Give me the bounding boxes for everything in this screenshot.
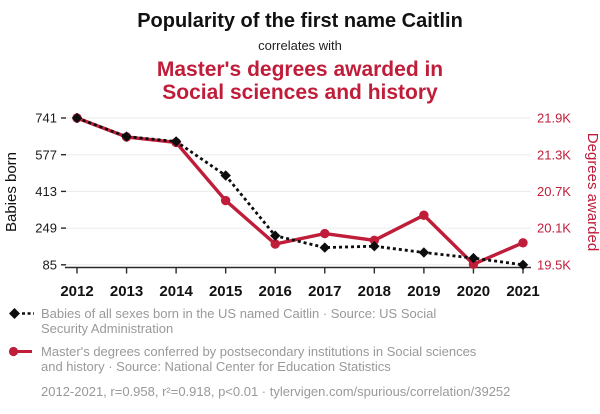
data-point-circle xyxy=(220,195,231,206)
right-axis-tick-label: 19.5K xyxy=(537,257,571,272)
data-point-diamond xyxy=(220,170,231,181)
legend-item-degrees: Master's degrees conferred by postsecond… xyxy=(8,344,594,374)
x-axis-tick-label: 2012 xyxy=(60,283,93,300)
x-axis-tick-label: 2019 xyxy=(407,283,440,300)
right-axis-title: Degrees awarded xyxy=(584,133,600,251)
data-point-circle xyxy=(320,228,330,239)
legend-item-label: Babies of all sexes born in the US named… xyxy=(41,306,437,336)
left-axis-tick-label: 85 xyxy=(43,257,57,272)
diamond-dashed-marker-icon xyxy=(9,308,34,319)
data-point-diamond xyxy=(468,252,479,264)
data-point-diamond xyxy=(71,112,83,124)
left-axis-tick-label: 249 xyxy=(35,221,57,236)
series-line xyxy=(76,116,524,267)
left-axis-tick-label: 413 xyxy=(35,184,57,199)
x-axis-tick-label: 2015 xyxy=(209,283,242,300)
data-point-diamond xyxy=(270,230,281,241)
x-axis-tick-label: 2021 xyxy=(506,283,539,300)
x-axis-tick-label: 2014 xyxy=(159,283,193,300)
data-point-diamond xyxy=(418,247,430,258)
legend-item-label: Master's degrees conferred by postsecond… xyxy=(41,344,477,374)
left-axis-tick-label: 577 xyxy=(35,147,57,162)
left-axis-tick-label: 741 xyxy=(35,111,57,126)
x-axis-tick-label: 2020 xyxy=(457,283,490,300)
data-point-diamond xyxy=(170,136,182,147)
chart-header: Popularity of the first name Caitlin cor… xyxy=(0,0,600,104)
secondary-title: Master's degrees awarded in Social scien… xyxy=(156,58,444,104)
data-point-circle xyxy=(419,210,429,220)
data-point-circle xyxy=(369,235,380,246)
data-point-circle xyxy=(270,239,280,249)
x-axis-tick-label: 2018 xyxy=(358,283,391,300)
data-point-circle xyxy=(518,238,528,248)
stats-footer: 2012-2021, r=0.958, r²=0.918, p<0.01 · t… xyxy=(41,384,511,399)
x-axis-tick-label: 2013 xyxy=(110,283,143,300)
right-axis-tick-label: 20.7K xyxy=(537,184,571,199)
x-axis-tick-label: 2017 xyxy=(308,283,341,300)
left-axis-title: Babies born xyxy=(3,152,20,232)
x-axis-tick-label: 2016 xyxy=(259,283,292,300)
data-point-diamond xyxy=(369,241,380,252)
data-point-diamond xyxy=(121,131,132,142)
circle-line-marker-icon xyxy=(8,346,32,357)
right-axis-tick-label: 20.1K xyxy=(537,221,571,236)
right-axis-tick-label: 21.3K xyxy=(537,147,571,162)
data-point-diamond xyxy=(319,242,330,253)
right-axis-tick-label: 21.9K xyxy=(537,111,571,126)
series-line xyxy=(76,116,524,267)
legend-item-babies: Babies of all sexes born in the US named… xyxy=(8,306,594,336)
data-point-circle xyxy=(468,259,479,269)
line-chart-plot: 741 577 413 249 85 21.9K 21.3K 20.7K 20.1K 19.5K 2… xyxy=(3,111,600,300)
page-title: Popularity of the first name Caitlin xyxy=(137,10,463,32)
correlates-with-subtitle: correlates with xyxy=(258,38,342,53)
data-point-diamond xyxy=(517,259,529,270)
chart-legend: Babies of all sexes born in the US named… xyxy=(8,306,594,399)
